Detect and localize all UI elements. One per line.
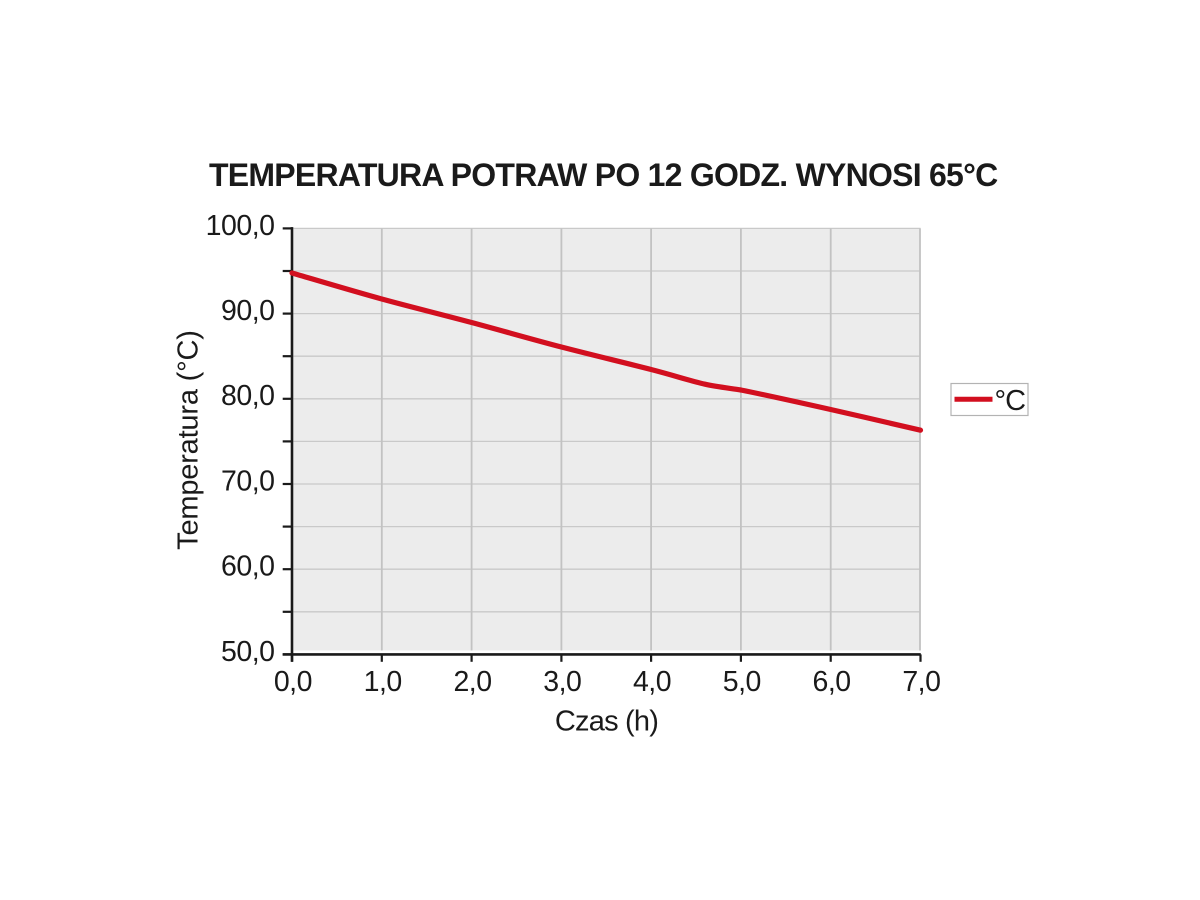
svg-text:1,0: 1,0: [364, 666, 402, 698]
svg-text:7,0: 7,0: [902, 666, 940, 698]
svg-text:Temperatura (°C): Temperatura (°C): [173, 330, 205, 550]
svg-text:°C: °C: [995, 385, 1026, 417]
svg-text:3,0: 3,0: [543, 666, 581, 698]
svg-text:0,0: 0,0: [274, 666, 312, 698]
svg-text:70,0: 70,0: [221, 465, 274, 497]
svg-text:2,0: 2,0: [453, 666, 491, 698]
svg-text:5,0: 5,0: [723, 666, 761, 698]
svg-text:90,0: 90,0: [221, 295, 274, 327]
svg-text:TEMPERATURA POTRAW PO 12 GODZ.: TEMPERATURA POTRAW PO 12 GODZ. WYNOSI 65…: [209, 157, 998, 193]
svg-text:4,0: 4,0: [633, 666, 671, 698]
svg-text:60,0: 60,0: [221, 551, 274, 583]
svg-text:80,0: 80,0: [221, 380, 274, 412]
svg-text:Czas (h): Czas (h): [555, 706, 658, 738]
svg-text:50,0: 50,0: [221, 636, 274, 668]
svg-text:100,0: 100,0: [206, 210, 275, 242]
svg-text:6,0: 6,0: [813, 666, 851, 698]
